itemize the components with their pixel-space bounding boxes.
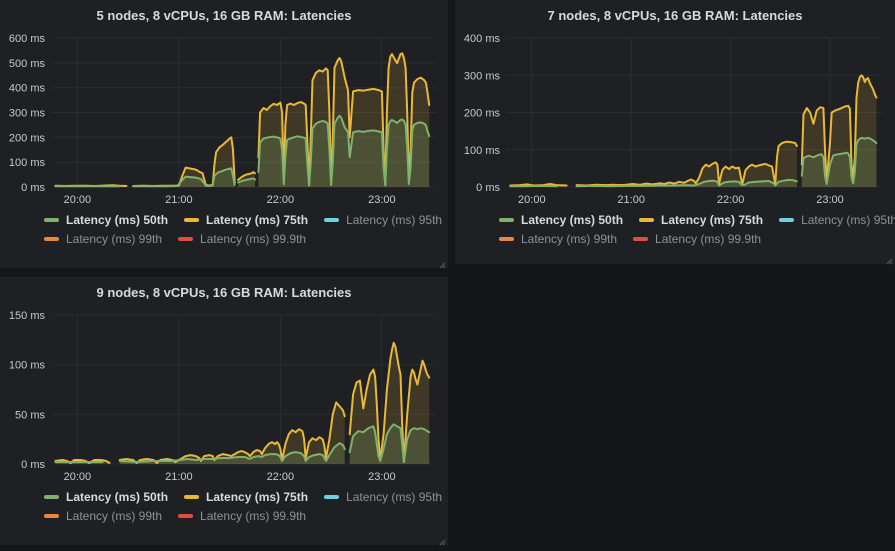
legend-swatch-icon	[779, 217, 795, 222]
svg-text:300 ms: 300 ms	[464, 70, 501, 82]
legend-label: Latency (ms) 75th	[206, 490, 309, 504]
legend-item[interactable]: Latency (ms) 50th	[499, 211, 623, 230]
legend-swatch-icon	[633, 236, 649, 241]
svg-text:20:00: 20:00	[64, 471, 92, 483]
legend-item[interactable]: Latency (ms) 95th	[324, 211, 442, 230]
panel-title[interactable]: 5 nodes, 8 vCPUs, 16 GB RAM: Latencies	[96, 8, 352, 23]
legend-label: Latency (ms) 99th	[66, 509, 163, 523]
legend-item[interactable]: Latency (ms) 75th	[184, 211, 308, 230]
legend-label: Latency (ms) 95th	[346, 490, 443, 504]
panel-7-nodes-latencies: 7 nodes, 8 vCPUs, 16 GB RAM: Latencies 0…	[455, 0, 895, 265]
legend-label: Latency (ms) 50th	[66, 213, 169, 227]
legend-swatch-icon	[639, 217, 655, 222]
legend-label: Latency (ms) 50th	[66, 490, 169, 504]
legend-label: Latency (ms) 99.9th	[655, 232, 762, 246]
legend-swatch-icon	[44, 494, 59, 499]
latency-chart-9-nodes[interactable]: 0 ms 50 ms 100 ms 150 ms 20:00 21:00 22:00 23:0…	[4, 308, 444, 484]
svg-text:150 ms: 150 ms	[9, 310, 46, 322]
legend-label: Latency (ms) 95th	[801, 213, 895, 227]
legend-label: Latency (ms) 75th	[206, 213, 309, 227]
legend-label: Latency (ms) 75th	[661, 213, 764, 227]
svg-text:0 ms: 0 ms	[476, 182, 500, 194]
panel-resize-handle[interactable]	[883, 252, 893, 265]
legend-swatch-icon	[178, 236, 194, 241]
legend-swatch-icon	[324, 217, 340, 222]
svg-text:100 ms: 100 ms	[464, 145, 501, 157]
legend-item[interactable]: Latency (ms) 99th	[499, 230, 617, 249]
legend: Latency (ms) 50th Latency (ms) 75th Latenc…	[44, 210, 448, 248]
legend-swatch-icon	[499, 217, 514, 222]
legend-item[interactable]: Latency (ms) 99.9th	[178, 507, 306, 526]
legend-label: Latency (ms) 99th	[66, 232, 163, 246]
svg-text:600 ms: 600 ms	[9, 33, 46, 45]
svg-text:22:00: 22:00	[267, 471, 295, 483]
svg-text:20:00: 20:00	[518, 194, 546, 206]
legend-item[interactable]: Latency (ms) 75th	[184, 488, 308, 507]
svg-text:22:00: 22:00	[717, 194, 745, 206]
legend-item[interactable]: Latency (ms) 95th	[779, 211, 895, 230]
svg-text:100 ms: 100 ms	[9, 360, 46, 372]
legend-swatch-icon	[499, 236, 514, 241]
svg-text:23:00: 23:00	[368, 194, 396, 206]
latency-chart-7-nodes[interactable]: 0 ms 100 ms 200 ms 300 ms 400 ms 20:00 21:00 22…	[459, 31, 891, 207]
svg-text:400 ms: 400 ms	[9, 83, 46, 95]
legend-item[interactable]: Latency (ms) 50th	[44, 211, 168, 230]
svg-text:20:00: 20:00	[64, 194, 92, 206]
svg-text:300 ms: 300 ms	[9, 108, 46, 120]
panel-resize-handle[interactable]	[436, 256, 446, 269]
panel-title[interactable]: 9 nodes, 8 vCPUs, 16 GB RAM: Latencies	[96, 285, 352, 300]
panel-5-nodes-latencies: 5 nodes, 8 vCPUs, 16 GB RAM: Latencies 0…	[0, 0, 448, 269]
legend-swatch-icon	[178, 513, 194, 518]
legend-swatch-icon	[44, 236, 59, 241]
svg-text:100 ms: 100 ms	[9, 157, 46, 169]
resize-corner-icon	[886, 258, 893, 265]
legend-label: Latency (ms) 95th	[346, 213, 443, 227]
legend-label: Latency (ms) 50th	[521, 213, 624, 227]
legend-label: Latency (ms) 99th	[521, 232, 618, 246]
svg-text:0 ms: 0 ms	[21, 459, 45, 471]
legend-item[interactable]: Latency (ms) 99.9th	[633, 230, 761, 249]
legend-item[interactable]: Latency (ms) 95th	[324, 488, 442, 507]
svg-text:23:00: 23:00	[368, 471, 396, 483]
legend: Latency (ms) 50th Latency (ms) 75th Latenc…	[44, 487, 448, 525]
resize-corner-icon	[439, 262, 446, 269]
legend-item[interactable]: Latency (ms) 99th	[44, 507, 162, 526]
svg-text:21:00: 21:00	[165, 194, 193, 206]
legend-item[interactable]: Latency (ms) 50th	[44, 488, 168, 507]
svg-text:23:00: 23:00	[816, 194, 844, 206]
panel-9-nodes-latencies: 9 nodes, 8 vCPUs, 16 GB RAM: Latencies 0…	[0, 277, 448, 546]
svg-text:0 ms: 0 ms	[21, 182, 45, 194]
latency-chart-5-nodes[interactable]: 0 ms 100 ms 200 ms 300 ms 400 ms 500 ms 600 ms…	[4, 31, 444, 207]
svg-text:200 ms: 200 ms	[9, 132, 46, 144]
legend-swatch-icon	[184, 494, 200, 499]
legend-item[interactable]: Latency (ms) 99.9th	[178, 230, 306, 249]
panel-title[interactable]: 7 nodes, 8 vCPUs, 16 GB RAM: Latencies	[547, 8, 803, 23]
resize-corner-icon	[439, 539, 446, 546]
legend: Latency (ms) 50th Latency (ms) 75th Latenc…	[499, 210, 895, 248]
svg-text:21:00: 21:00	[617, 194, 645, 206]
legend-label: Latency (ms) 99.9th	[200, 232, 307, 246]
svg-text:22:00: 22:00	[267, 194, 295, 206]
svg-text:400 ms: 400 ms	[464, 33, 501, 45]
svg-text:200 ms: 200 ms	[464, 108, 501, 120]
svg-text:50 ms: 50 ms	[15, 409, 45, 421]
svg-text:500 ms: 500 ms	[9, 58, 46, 70]
panel-resize-handle[interactable]	[436, 533, 446, 546]
legend-item[interactable]: Latency (ms) 99th	[44, 230, 162, 249]
legend-swatch-icon	[44, 513, 59, 518]
legend-swatch-icon	[44, 217, 59, 222]
legend-swatch-icon	[184, 217, 200, 222]
legend-label: Latency (ms) 99.9th	[200, 509, 307, 523]
legend-item[interactable]: Latency (ms) 75th	[639, 211, 763, 230]
svg-text:21:00: 21:00	[165, 471, 193, 483]
legend-swatch-icon	[324, 494, 340, 499]
